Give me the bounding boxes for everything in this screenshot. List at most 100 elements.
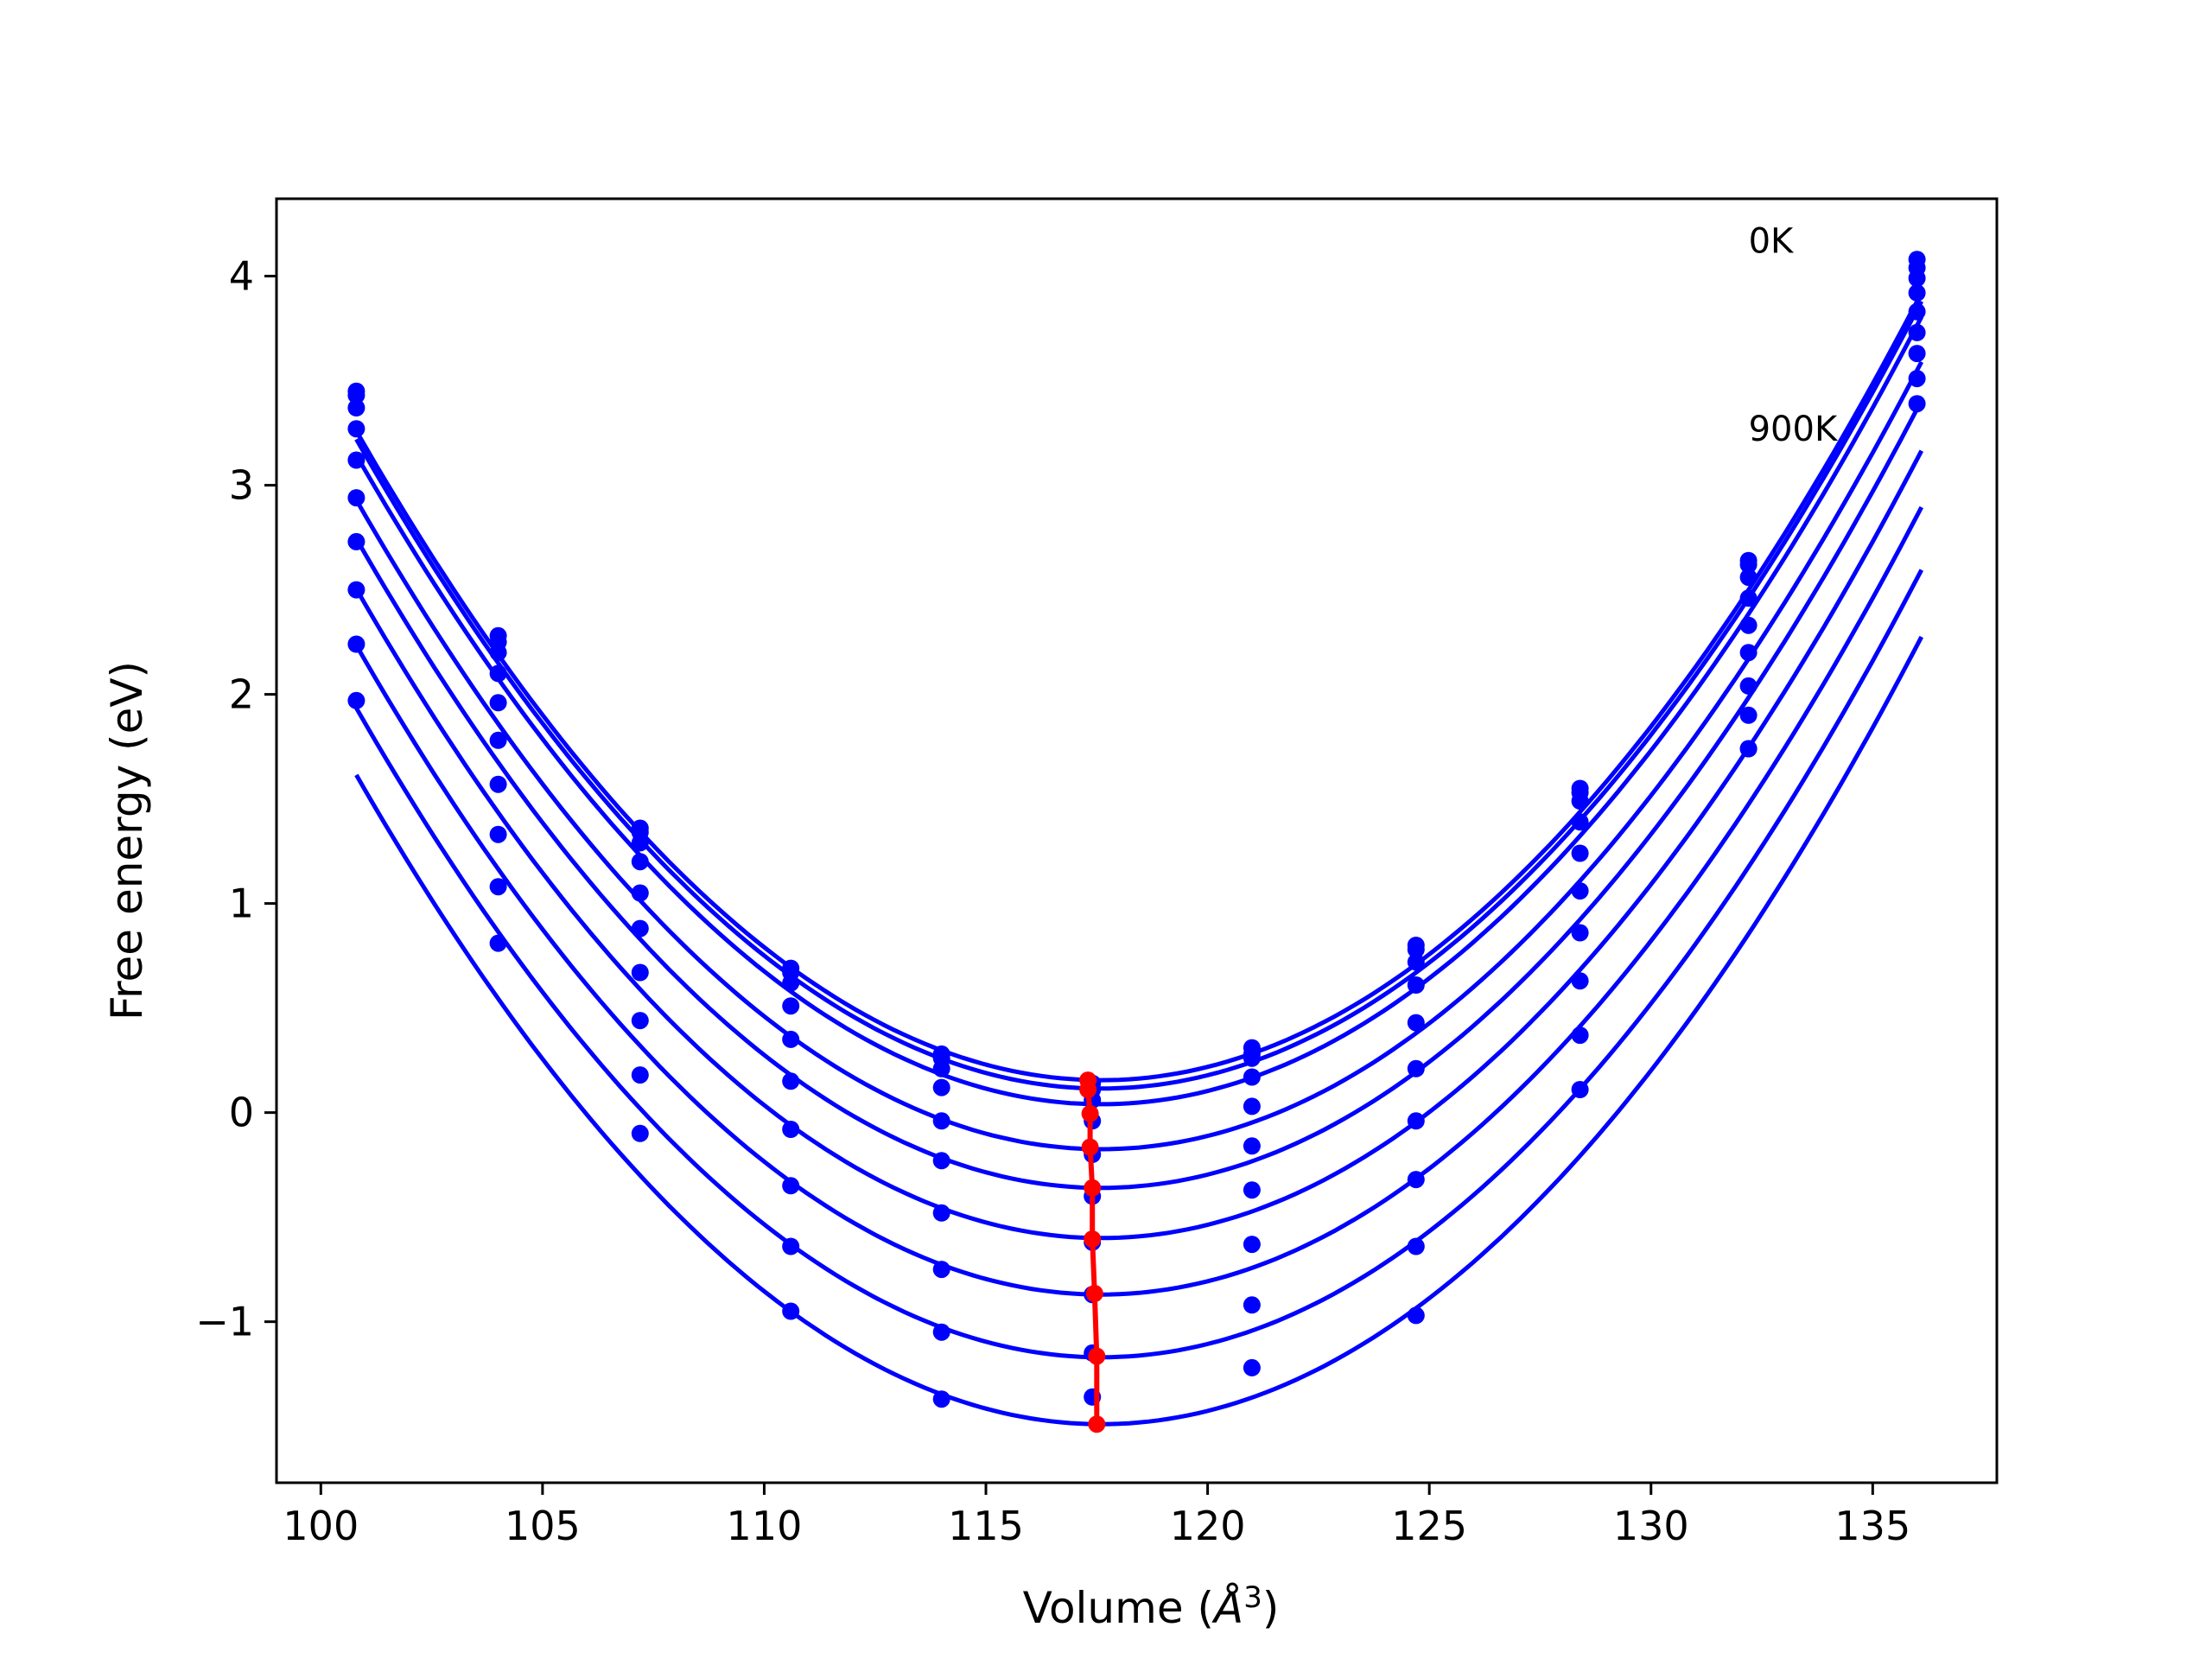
x-tick-label: 105 bbox=[505, 1503, 581, 1549]
fit-curve-400k bbox=[354, 399, 1924, 1191]
annotation-900k: 900K bbox=[1749, 410, 1839, 449]
data-point-800k bbox=[932, 1323, 950, 1341]
minimum-point bbox=[1088, 1347, 1106, 1365]
annotation-0k: 0K bbox=[1749, 221, 1795, 261]
fit-curve-800k bbox=[354, 635, 1924, 1427]
data-point-400k bbox=[1407, 1014, 1425, 1032]
plot-area bbox=[347, 251, 1926, 1433]
data-point-800k bbox=[1571, 1027, 1589, 1045]
data-point-300k bbox=[1908, 283, 1926, 302]
x-axis-title: Volume (Å3) bbox=[1023, 1580, 1280, 1633]
data-point-700k bbox=[347, 581, 365, 599]
data-point-400k bbox=[1571, 844, 1589, 862]
data-point-600k bbox=[347, 532, 365, 550]
data-point-300k bbox=[1243, 1068, 1261, 1086]
data-point-700k bbox=[1407, 1171, 1425, 1189]
x-tick-label: 110 bbox=[727, 1503, 803, 1549]
annotations: 0K 900K bbox=[1749, 221, 1839, 449]
data-point-500k bbox=[631, 919, 649, 938]
fit-curve-500k bbox=[354, 449, 1924, 1241]
x-tick-label: 115 bbox=[948, 1503, 1024, 1549]
data-point-300k bbox=[932, 1078, 950, 1096]
data-point-300k bbox=[1407, 976, 1425, 994]
y-tick-label: 2 bbox=[229, 671, 254, 718]
data-point-700k bbox=[1908, 370, 1926, 388]
minimum-point bbox=[1088, 1415, 1106, 1433]
axes-frame bbox=[275, 197, 1999, 1484]
data-point-400k bbox=[1908, 302, 1926, 321]
data-point-400k bbox=[1739, 616, 1758, 634]
data-point-800k bbox=[489, 878, 507, 896]
data-point-300k bbox=[347, 420, 365, 438]
data-point-600k bbox=[932, 1204, 950, 1222]
minimum-point bbox=[1081, 1104, 1099, 1122]
x-tick-label: 125 bbox=[1391, 1503, 1467, 1549]
data-point-500k bbox=[1571, 882, 1589, 900]
data-point-500k bbox=[932, 1152, 950, 1170]
data-point-500k bbox=[1739, 644, 1758, 662]
data-point-200k bbox=[347, 399, 365, 416]
data-point-200k bbox=[1908, 270, 1926, 287]
x-tick-label: 135 bbox=[1834, 1503, 1910, 1549]
data-point-100k bbox=[1407, 940, 1425, 958]
y-tick-label: 3 bbox=[229, 462, 254, 509]
data-point-600k bbox=[489, 775, 507, 793]
data-point-900k bbox=[782, 1302, 800, 1320]
data-point-400k bbox=[631, 884, 649, 902]
data-point-800k bbox=[1908, 395, 1926, 413]
data-point-900k bbox=[347, 691, 365, 709]
data-point-300k bbox=[782, 997, 800, 1015]
data-point-200k bbox=[1243, 1049, 1261, 1067]
data-point-800k bbox=[782, 1237, 800, 1255]
data-point-800k bbox=[347, 635, 365, 653]
data-point-800k bbox=[631, 1066, 649, 1084]
data-point-200k bbox=[1407, 953, 1425, 971]
data-point-500k bbox=[489, 731, 507, 749]
data-point-600k bbox=[1571, 924, 1589, 942]
data-point-400k bbox=[347, 451, 365, 469]
data-point-400k bbox=[782, 1030, 800, 1048]
data-point-800k bbox=[1243, 1296, 1261, 1314]
x-tick-label: 120 bbox=[1170, 1503, 1246, 1549]
data-point-900k bbox=[489, 934, 507, 952]
data-point-700k bbox=[782, 1177, 800, 1195]
data-point-900k bbox=[1739, 740, 1758, 758]
data-point-600k bbox=[631, 963, 649, 982]
minimum-point bbox=[1084, 1179, 1102, 1197]
data-point-400k bbox=[932, 1112, 950, 1130]
data-point-700k bbox=[932, 1261, 950, 1279]
x-tick-label: 100 bbox=[283, 1503, 359, 1549]
fit-curve-0k bbox=[354, 291, 1924, 1083]
minimum-point bbox=[1081, 1138, 1099, 1156]
y-tick-label: −1 bbox=[195, 1299, 254, 1345]
y-tick-label: 4 bbox=[229, 253, 254, 300]
data-point-600k bbox=[1908, 345, 1926, 363]
data-point-400k bbox=[489, 694, 507, 712]
data-point-900k bbox=[1407, 1306, 1425, 1325]
y-tick-label: 1 bbox=[229, 880, 254, 927]
data-point-600k bbox=[1739, 677, 1758, 695]
data-point-200k bbox=[1571, 792, 1589, 810]
data-point-500k bbox=[1243, 1137, 1261, 1155]
fit-curve-700k bbox=[354, 569, 1924, 1360]
data-point-300k bbox=[1739, 589, 1758, 607]
data-point-200k bbox=[932, 1059, 950, 1077]
minimum-point bbox=[1079, 1081, 1097, 1098]
x-axis-title-unit: Å bbox=[1211, 1583, 1243, 1633]
y-axis-ticks: −1 0 1 2 3 4 bbox=[195, 253, 276, 1345]
x-axis-title-main: Volume ( bbox=[1023, 1583, 1214, 1633]
data-point-500k bbox=[347, 489, 365, 507]
data-point-600k bbox=[782, 1121, 800, 1138]
data-point-100k bbox=[1739, 556, 1758, 574]
minimum-point bbox=[1084, 1230, 1102, 1248]
data-point-700k bbox=[1571, 972, 1589, 990]
y-tick-label: 0 bbox=[229, 1090, 254, 1136]
minimum-point bbox=[1085, 1285, 1103, 1302]
data-point-300k bbox=[631, 853, 649, 871]
data-point-700k bbox=[631, 1012, 649, 1030]
data-point-700k bbox=[1243, 1236, 1261, 1254]
data-point-200k bbox=[782, 974, 800, 992]
fit-curve-200k bbox=[354, 315, 1924, 1107]
data-point-500k bbox=[782, 1072, 800, 1090]
